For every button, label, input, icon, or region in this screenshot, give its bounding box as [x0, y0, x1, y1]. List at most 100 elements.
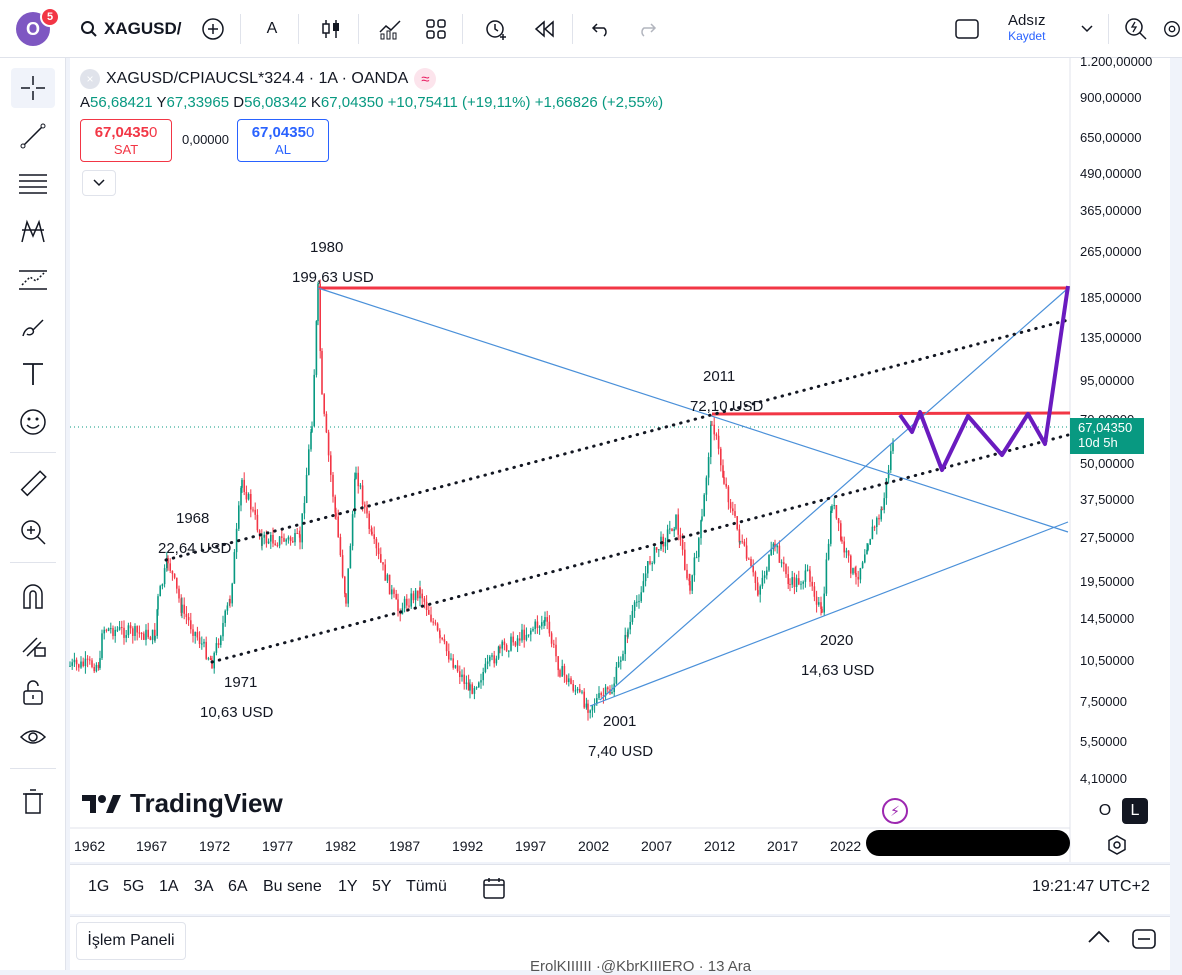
fullscreen-button[interactable]	[954, 0, 980, 58]
trendline-1980-high[interactable]	[317, 287, 1069, 533]
undo-button[interactable]	[590, 0, 612, 58]
candle-body	[530, 630, 532, 635]
quick-search-button[interactable]	[1122, 0, 1150, 58]
candle-body	[642, 581, 645, 593]
wave-icon[interactable]: ≈	[414, 68, 437, 90]
layouts-button[interactable]	[424, 0, 448, 58]
resistance-line-2011[interactable]	[711, 411, 1071, 416]
legend-collapse-button[interactable]	[82, 170, 116, 196]
remove-drawings-tool[interactable]	[11, 782, 55, 822]
candle-body	[620, 660, 622, 662]
projection-path[interactable]	[898, 285, 1070, 472]
text-tool[interactable]	[11, 354, 55, 394]
log-scale-button[interactable]: L	[1122, 798, 1148, 824]
annotation-price[interactable]: 14,63 USD	[801, 662, 875, 679]
trendline-2001-steep[interactable]	[599, 289, 1067, 701]
candle-body	[869, 539, 871, 545]
lightning-icon[interactable]: ⚡	[882, 798, 908, 824]
range-button[interactable]: Bu sene	[263, 878, 322, 895]
sell-button[interactable]: 67,04350 SAT	[80, 119, 172, 162]
compare-symbol-button[interactable]	[200, 0, 226, 58]
chart-pane[interactable]	[70, 58, 1170, 862]
annotation-year[interactable]: 1971	[224, 674, 258, 691]
range-button[interactable]: Tümü	[406, 878, 447, 895]
annotation-price[interactable]: 7,40 USD	[588, 743, 654, 760]
price-axis-label: 900,00000	[1080, 90, 1142, 105]
candle-body	[123, 627, 125, 638]
trendline-tool[interactable]	[11, 116, 55, 156]
range-button[interactable]: 3A	[194, 878, 214, 895]
range-button[interactable]: 1Y	[338, 878, 358, 895]
alarm-clock-icon	[486, 20, 506, 40]
range-button[interactable]: 5Y	[372, 878, 392, 895]
crosshair-tool[interactable]	[11, 68, 55, 108]
candle-body	[339, 537, 342, 556]
candle-body	[791, 577, 793, 585]
annotation-year[interactable]: 2001	[603, 713, 637, 730]
annotation-price[interactable]: 22,64 USD	[158, 540, 232, 557]
annotation-year[interactable]: 1968	[176, 510, 210, 527]
axis-settings-button[interactable]	[1106, 834, 1128, 861]
redo-button[interactable]	[636, 0, 658, 58]
brush-tool[interactable]	[11, 308, 55, 348]
candle-body	[71, 662, 73, 666]
tradingview-logo[interactable]: TradingView	[82, 788, 283, 819]
indicators-button[interactable]	[376, 0, 404, 58]
measure-tool[interactable]	[11, 464, 55, 504]
candle-body	[780, 562, 783, 564]
trading-panel-tab[interactable]: İşlem Paneli	[76, 922, 186, 960]
candle-body	[250, 494, 252, 510]
lock-drawings-tool[interactable]	[11, 672, 55, 712]
candle-body	[382, 562, 384, 565]
candle-body	[686, 569, 688, 579]
interval-button[interactable]: A	[266, 20, 278, 37]
chart-legend[interactable]: × XAGUSD/CPIAUCSL*324.4 · 1A · OANDA ≈	[80, 68, 437, 90]
range-button[interactable]: 1G	[88, 878, 110, 895]
drawings-layer[interactable]	[164, 285, 1071, 707]
annotation-year[interactable]: 1980	[310, 239, 344, 256]
hide-drawings-tool[interactable]	[11, 718, 55, 758]
close-icon[interactable]: ×	[80, 69, 100, 89]
zoom-tool[interactable]	[11, 512, 55, 552]
keep-drawing-tool[interactable]	[11, 624, 55, 664]
candle-body	[114, 629, 116, 637]
emoji-tool[interactable]	[11, 402, 55, 442]
candle-body	[750, 558, 752, 567]
annotation-year[interactable]: 2011	[703, 368, 736, 385]
symbol-search-button[interactable]: XAGUSD/	[80, 0, 181, 58]
settings-button[interactable]	[1162, 0, 1182, 58]
buy-button[interactable]: 67,04350 AL	[237, 119, 329, 162]
projection-tool[interactable]	[11, 260, 55, 300]
save-link[interactable]: Kaydet	[1008, 29, 1046, 43]
candle-body	[245, 492, 248, 500]
overlay-scale-button[interactable]: O	[1098, 802, 1112, 819]
annotation-price[interactable]: 72,10 USD	[690, 398, 764, 415]
goto-date-button[interactable]	[482, 876, 506, 905]
replay-button[interactable]	[532, 0, 556, 58]
candles-button[interactable]	[318, 0, 344, 58]
layout-menu-button[interactable]	[1078, 0, 1096, 58]
panel-maximize-button[interactable]	[1132, 929, 1156, 954]
clock-timezone[interactable]: 19:21:47 UTC+2	[1032, 878, 1150, 895]
pattern-tool[interactable]	[11, 212, 55, 252]
candle-body	[813, 586, 816, 597]
channel-upper-dotted[interactable]	[164, 318, 1070, 562]
range-button[interactable]: 5G	[123, 878, 145, 895]
fib-tool[interactable]	[11, 164, 55, 204]
candle-body	[136, 626, 138, 633]
candle-body	[548, 621, 551, 634]
candle-body	[441, 637, 443, 640]
channel-lower-dotted[interactable]	[210, 433, 1070, 664]
magnet-tool[interactable]	[11, 576, 55, 616]
annotation-year[interactable]: 2020	[820, 632, 854, 649]
annotation-price[interactable]: 199,63 USD	[292, 269, 374, 286]
trendline-2001-support[interactable]	[589, 521, 1069, 707]
annotation-price[interactable]: 10,63 USD	[200, 704, 274, 721]
alert-button[interactable]	[482, 0, 510, 58]
candle-body	[84, 658, 87, 666]
layout-name-button[interactable]: Adsız Kaydet	[1008, 12, 1046, 43]
panel-collapse-button[interactable]	[1088, 930, 1110, 949]
range-button[interactable]: 6A	[228, 878, 248, 895]
range-button[interactable]: 1A	[159, 878, 179, 895]
